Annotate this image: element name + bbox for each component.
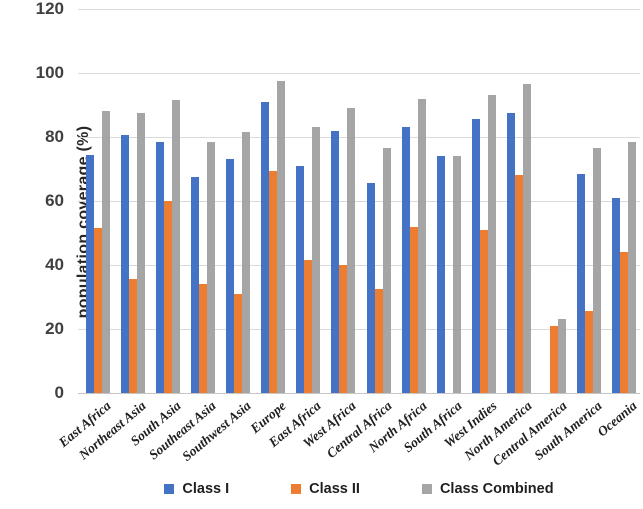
bar bbox=[242, 132, 251, 393]
y-tick-label: 40 bbox=[45, 255, 64, 274]
bar bbox=[409, 226, 418, 393]
bar bbox=[577, 173, 586, 393]
bar bbox=[190, 177, 199, 393]
bar bbox=[128, 279, 137, 393]
gridline-120 bbox=[78, 9, 640, 10]
bar bbox=[558, 319, 567, 393]
bar bbox=[312, 127, 321, 393]
y-tick-label: 0 bbox=[54, 383, 64, 402]
legend-label: Class Combined bbox=[439, 481, 554, 497]
gridline-80 bbox=[78, 137, 640, 138]
bar bbox=[198, 284, 207, 393]
bar bbox=[620, 252, 629, 393]
gridline-60 bbox=[78, 201, 640, 202]
bar bbox=[479, 229, 488, 393]
bar bbox=[628, 141, 637, 393]
bar bbox=[487, 95, 496, 393]
x-axis-line bbox=[78, 393, 640, 394]
bar bbox=[366, 183, 375, 393]
legend: Class I Class II Class Combined bbox=[78, 481, 640, 497]
bar bbox=[550, 325, 559, 393]
bar bbox=[401, 127, 410, 393]
bar bbox=[120, 135, 129, 393]
legend-item-class-i: Class I bbox=[164, 481, 229, 497]
plot-area bbox=[78, 9, 640, 394]
bar bbox=[382, 148, 391, 393]
bar bbox=[417, 98, 426, 393]
bar bbox=[585, 311, 594, 393]
legend-swatch-icon bbox=[421, 484, 432, 494]
bar bbox=[171, 100, 180, 393]
bar bbox=[206, 141, 215, 393]
bar bbox=[226, 159, 235, 393]
bar bbox=[101, 111, 110, 393]
bar bbox=[523, 84, 532, 393]
gridline-100 bbox=[78, 73, 640, 74]
bar bbox=[593, 148, 602, 393]
bar bbox=[277, 81, 286, 393]
bar bbox=[339, 265, 348, 393]
bar bbox=[374, 289, 383, 393]
bar bbox=[471, 119, 480, 393]
bar bbox=[93, 228, 102, 393]
gridline-20 bbox=[78, 329, 640, 330]
gridline-40 bbox=[78, 265, 640, 266]
bar bbox=[155, 141, 164, 393]
y-tick-label: 100 bbox=[35, 63, 64, 82]
bar bbox=[304, 260, 313, 393]
legend-swatch-icon bbox=[291, 484, 302, 494]
bar bbox=[261, 101, 270, 393]
bar bbox=[85, 154, 94, 393]
bar bbox=[612, 197, 621, 393]
y-axis-tick-labels: 0 20 40 60 80 100 120 bbox=[0, 0, 64, 509]
y-tick-label: 60 bbox=[45, 191, 64, 210]
bar bbox=[507, 113, 516, 393]
legend-label: Class I bbox=[182, 481, 230, 497]
bar bbox=[234, 293, 243, 393]
legend-item-class-ii: Class II bbox=[291, 481, 360, 497]
legend-item-class-combined: Class Combined bbox=[421, 481, 554, 497]
bar bbox=[515, 175, 524, 393]
bar bbox=[163, 201, 172, 393]
bar bbox=[452, 156, 461, 393]
legend-swatch-icon bbox=[164, 484, 175, 494]
y-tick-label: 120 bbox=[35, 0, 64, 18]
bar bbox=[136, 113, 145, 393]
y-tick-label: 20 bbox=[45, 319, 64, 338]
y-tick-label: 80 bbox=[45, 127, 64, 146]
bar bbox=[331, 130, 340, 393]
bar bbox=[347, 108, 356, 393]
bar bbox=[296, 165, 305, 393]
bar bbox=[436, 156, 445, 393]
bar bbox=[269, 170, 278, 393]
legend-label: Class II bbox=[309, 481, 360, 497]
